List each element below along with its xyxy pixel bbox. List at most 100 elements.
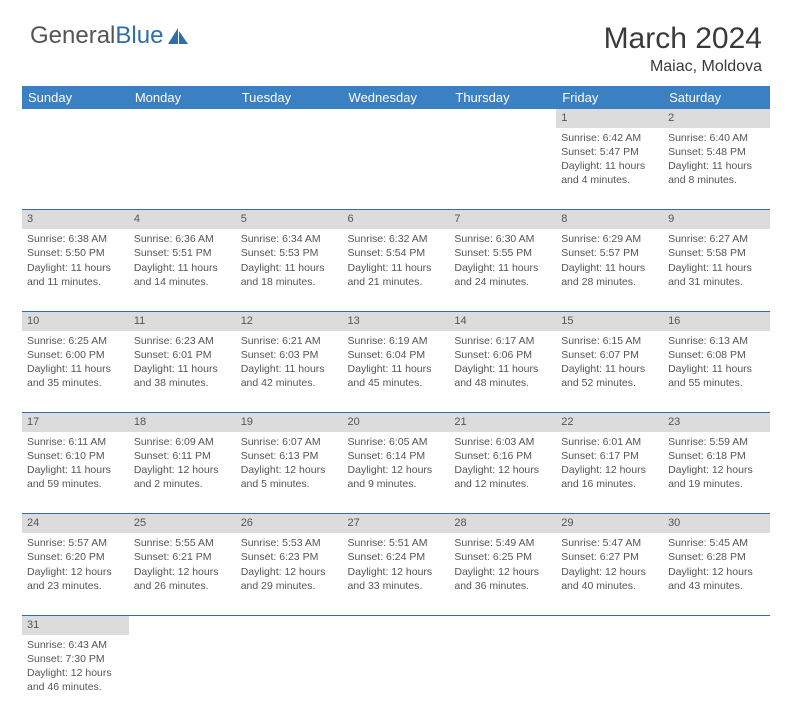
calendar-table: SundayMondayTuesdayWednesdayThursdayFrid… (22, 86, 770, 717)
day-cell: Sunrise: 6:07 AMSunset: 6:13 PMDaylight:… (236, 432, 343, 514)
day-cell (129, 128, 236, 210)
day-number: 3 (22, 210, 129, 229)
day-cell: Sunrise: 6:36 AMSunset: 5:51 PMDaylight:… (129, 229, 236, 311)
day-cell: Sunrise: 6:25 AMSunset: 6:00 PMDaylight:… (22, 331, 129, 413)
logo-sail-icon (167, 27, 189, 45)
day-cell: Sunrise: 6:30 AMSunset: 5:55 PMDaylight:… (449, 229, 556, 311)
sunset: Sunset: 5:47 PM (561, 145, 658, 159)
sunset: Sunset: 6:23 PM (241, 550, 338, 564)
daylight: Daylight: 11 hours and 4 minutes. (561, 159, 658, 187)
day-number: 8 (556, 210, 663, 229)
sunset: Sunset: 6:21 PM (134, 550, 231, 564)
sunrise: Sunrise: 6:19 AM (348, 334, 445, 348)
day-cell: Sunrise: 5:53 AMSunset: 6:23 PMDaylight:… (236, 533, 343, 615)
day-number: 28 (449, 514, 556, 533)
title-block: March 2024 Maiac, Moldova (604, 22, 762, 76)
day-cell: Sunrise: 6:27 AMSunset: 5:58 PMDaylight:… (663, 229, 770, 311)
day-number (556, 615, 663, 634)
sunrise: Sunrise: 6:30 AM (454, 232, 551, 246)
day-header: Thursday (449, 86, 556, 109)
sunset: Sunset: 6:25 PM (454, 550, 551, 564)
day-number (343, 615, 450, 634)
day-number: 18 (129, 413, 236, 432)
day-cell (129, 635, 236, 717)
sunrise: Sunrise: 5:47 AM (561, 536, 658, 550)
day-cell (236, 635, 343, 717)
day-number: 25 (129, 514, 236, 533)
day-cell: Sunrise: 6:17 AMSunset: 6:06 PMDaylight:… (449, 331, 556, 413)
day-number: 9 (663, 210, 770, 229)
sunset: Sunset: 6:10 PM (27, 449, 124, 463)
daylight: Daylight: 12 hours and 5 minutes. (241, 463, 338, 491)
daylight: Daylight: 12 hours and 2 minutes. (134, 463, 231, 491)
daylight: Daylight: 12 hours and 19 minutes. (668, 463, 765, 491)
day-header: Monday (129, 86, 236, 109)
day-number: 31 (22, 615, 129, 634)
day-number: 24 (22, 514, 129, 533)
sunset: Sunset: 6:20 PM (27, 550, 124, 564)
daylight: Daylight: 11 hours and 14 minutes. (134, 261, 231, 289)
day-number: 26 (236, 514, 343, 533)
day-header: Saturday (663, 86, 770, 109)
daylight: Daylight: 11 hours and 52 minutes. (561, 362, 658, 390)
sunset: Sunset: 5:57 PM (561, 246, 658, 260)
daylight: Daylight: 12 hours and 16 minutes. (561, 463, 658, 491)
day-cell: Sunrise: 6:34 AMSunset: 5:53 PMDaylight:… (236, 229, 343, 311)
daylight: Daylight: 12 hours and 36 minutes. (454, 565, 551, 593)
sunset: Sunset: 5:58 PM (668, 246, 765, 260)
daylight: Daylight: 11 hours and 11 minutes. (27, 261, 124, 289)
sunrise: Sunrise: 6:32 AM (348, 232, 445, 246)
day-header: Wednesday (343, 86, 450, 109)
daylight: Daylight: 11 hours and 48 minutes. (454, 362, 551, 390)
sunset: Sunset: 7:30 PM (27, 652, 124, 666)
day-number: 4 (129, 210, 236, 229)
day-cell: Sunrise: 6:40 AMSunset: 5:48 PMDaylight:… (663, 128, 770, 210)
sunset: Sunset: 6:08 PM (668, 348, 765, 362)
day-cell: Sunrise: 6:32 AMSunset: 5:54 PMDaylight:… (343, 229, 450, 311)
sunrise: Sunrise: 5:53 AM (241, 536, 338, 550)
day-number: 1 (556, 109, 663, 128)
sunrise: Sunrise: 6:40 AM (668, 131, 765, 145)
day-cell (236, 128, 343, 210)
sunset: Sunset: 6:01 PM (134, 348, 231, 362)
day-number: 29 (556, 514, 663, 533)
day-number (343, 109, 450, 128)
logo-text-1: General (30, 22, 115, 50)
day-cell: Sunrise: 5:57 AMSunset: 6:20 PMDaylight:… (22, 533, 129, 615)
day-number: 21 (449, 413, 556, 432)
day-cell: Sunrise: 6:29 AMSunset: 5:57 PMDaylight:… (556, 229, 663, 311)
sunrise: Sunrise: 6:34 AM (241, 232, 338, 246)
day-number: 17 (22, 413, 129, 432)
sunset: Sunset: 5:50 PM (27, 246, 124, 260)
day-cell: Sunrise: 6:23 AMSunset: 6:01 PMDaylight:… (129, 331, 236, 413)
day-number (449, 615, 556, 634)
daylight: Daylight: 12 hours and 9 minutes. (348, 463, 445, 491)
sunrise: Sunrise: 6:11 AM (27, 435, 124, 449)
day-number (663, 615, 770, 634)
calendar-head: SundayMondayTuesdayWednesdayThursdayFrid… (22, 86, 770, 109)
sunrise: Sunrise: 6:13 AM (668, 334, 765, 348)
day-number: 16 (663, 311, 770, 330)
day-number: 11 (129, 311, 236, 330)
sunrise: Sunrise: 6:43 AM (27, 638, 124, 652)
day-number (236, 109, 343, 128)
day-number: 19 (236, 413, 343, 432)
day-cell: Sunrise: 6:42 AMSunset: 5:47 PMDaylight:… (556, 128, 663, 210)
day-number (449, 109, 556, 128)
page-title: March 2024 (604, 22, 762, 56)
day-number: 6 (343, 210, 450, 229)
day-number: 30 (663, 514, 770, 533)
sunset: Sunset: 5:55 PM (454, 246, 551, 260)
day-cell: Sunrise: 5:55 AMSunset: 6:21 PMDaylight:… (129, 533, 236, 615)
sunrise: Sunrise: 6:03 AM (454, 435, 551, 449)
day-cell: Sunrise: 5:45 AMSunset: 6:28 PMDaylight:… (663, 533, 770, 615)
sunrise: Sunrise: 5:59 AM (668, 435, 765, 449)
day-header: Friday (556, 86, 663, 109)
day-number: 10 (22, 311, 129, 330)
day-number: 14 (449, 311, 556, 330)
sunrise: Sunrise: 5:55 AM (134, 536, 231, 550)
sunset: Sunset: 6:28 PM (668, 550, 765, 564)
sunrise: Sunrise: 6:21 AM (241, 334, 338, 348)
day-number: 27 (343, 514, 450, 533)
day-cell (22, 128, 129, 210)
